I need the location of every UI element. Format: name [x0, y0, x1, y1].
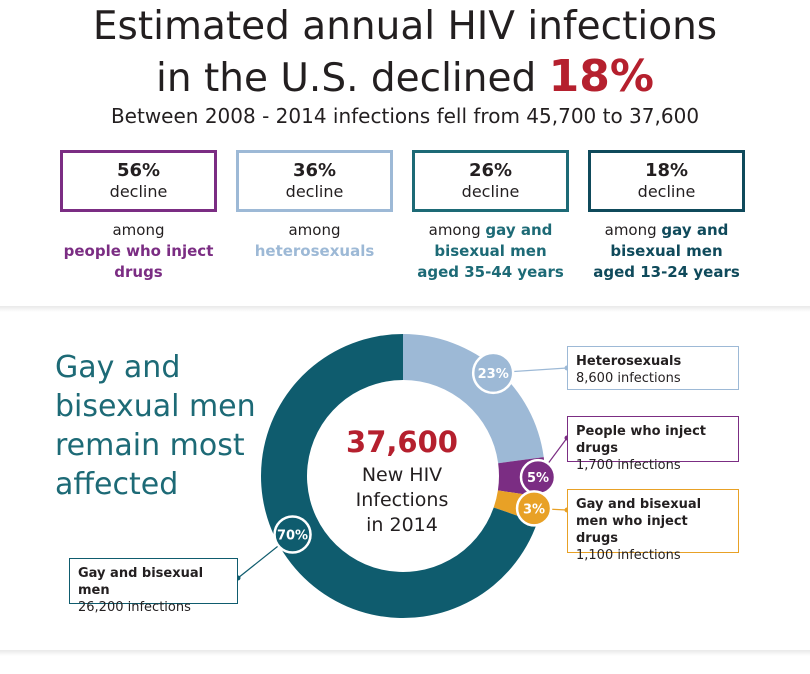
decline-group: among gay and bisexual men aged 35-44 ye…	[412, 220, 569, 283]
group-label: bisexual men aged 35-44 years	[417, 242, 564, 281]
page-title: Estimated annual HIV infections in the U…	[0, 2, 810, 104]
section-divider-top	[0, 306, 810, 312]
decline-value: 26%	[468, 160, 513, 181]
decline-box: 26% decline	[412, 150, 569, 212]
decline-group: among people who inject drugs	[60, 220, 217, 283]
decline-word: decline	[285, 182, 344, 201]
percent-label: 5%	[527, 471, 549, 486]
among-label: among	[428, 221, 481, 239]
callout-count: 1,700 infections	[576, 458, 681, 473]
group-label: people who inject drugs	[63, 242, 214, 281]
center-line-1: New HIV	[362, 464, 442, 486]
percent-label: 23%	[478, 367, 509, 382]
callout-count: 26,200 infections	[78, 600, 191, 615]
decline-card-heterosexuals: 36% decline among heterosexuals	[236, 150, 393, 262]
decline-value: 36%	[292, 160, 337, 181]
center-line-3: in 2014	[366, 514, 438, 536]
group-label: bisexual men aged 13-24 years	[593, 242, 740, 281]
callout-count: 8,600 infections	[576, 371, 681, 386]
among-line: among gay and	[412, 220, 569, 241]
callout-heterosexuals: Heterosexuals 8,600 infections	[567, 346, 739, 390]
decline-card-msm-35-44: 26% decline among gay and bisexual men a…	[412, 150, 569, 283]
title-percent: 18%	[548, 51, 654, 102]
callout-pwid: People who inject drugs 1,700 infections	[567, 416, 739, 473]
among-label: among	[604, 221, 657, 239]
callout-name: People who inject drugs	[576, 424, 707, 456]
percent-badge	[515, 490, 553, 527]
group-prefix: gay and	[661, 221, 729, 239]
percent-badges: 23% 5% 3% 70%	[273, 351, 557, 554]
group-label: heterosexuals	[254, 242, 375, 260]
decline-value: 18%	[644, 160, 689, 181]
callout-msm-pwid: Gay and bisexual men who inject drugs 1,…	[567, 489, 739, 563]
decline-card-pwid: 56% decline among people who inject drug…	[60, 150, 217, 283]
section-divider-bottom	[0, 650, 810, 656]
decline-box: 36% decline	[236, 150, 393, 212]
percent-label: 70%	[277, 528, 308, 543]
title-line-1: Estimated annual HIV infections	[92, 4, 718, 49]
subtitle: Between 2008 - 2014 infections fell from…	[110, 104, 700, 128]
among-line: among gay and	[588, 220, 745, 241]
decline-box: 18% decline	[588, 150, 745, 212]
percent-label: 3%	[523, 502, 545, 517]
decline-card-msm-13-24: 18% decline among gay and bisexual men a…	[588, 150, 745, 283]
decline-group: among gay and bisexual men aged 13-24 ye…	[588, 220, 745, 283]
among-label: among	[112, 221, 165, 239]
among-label: among	[288, 221, 341, 239]
callout-count: 1,100 infections	[576, 548, 681, 563]
decline-box: 56% decline	[60, 150, 217, 212]
callout-name: Heterosexuals	[576, 354, 682, 369]
center-total: 37,600	[346, 425, 458, 459]
percent-badge	[273, 515, 312, 554]
decline-value: 56%	[116, 160, 161, 181]
decline-group: among heterosexuals	[236, 220, 393, 262]
title-line-2: in the U.S. declined 18%	[0, 52, 810, 104]
donut-slice	[261, 334, 538, 618]
decline-word: decline	[109, 182, 168, 201]
section-heading: Gay and bisexual men remain most affecte…	[55, 350, 256, 502]
group-prefix: gay and	[485, 221, 553, 239]
decline-word: decline	[461, 182, 520, 201]
callout-name: Gay and bisexual men who inject drugs	[576, 497, 702, 546]
callout-name: Gay and bisexual men	[78, 566, 204, 598]
center-line-2: Infections	[356, 489, 449, 511]
title-line-2-text: in the U.S. declined	[156, 56, 537, 101]
donut-slice	[403, 334, 544, 464]
callout-msm: Gay and bisexual men 26,200 infections	[69, 558, 238, 615]
percent-badge	[471, 351, 515, 395]
decline-word: decline	[637, 182, 696, 201]
